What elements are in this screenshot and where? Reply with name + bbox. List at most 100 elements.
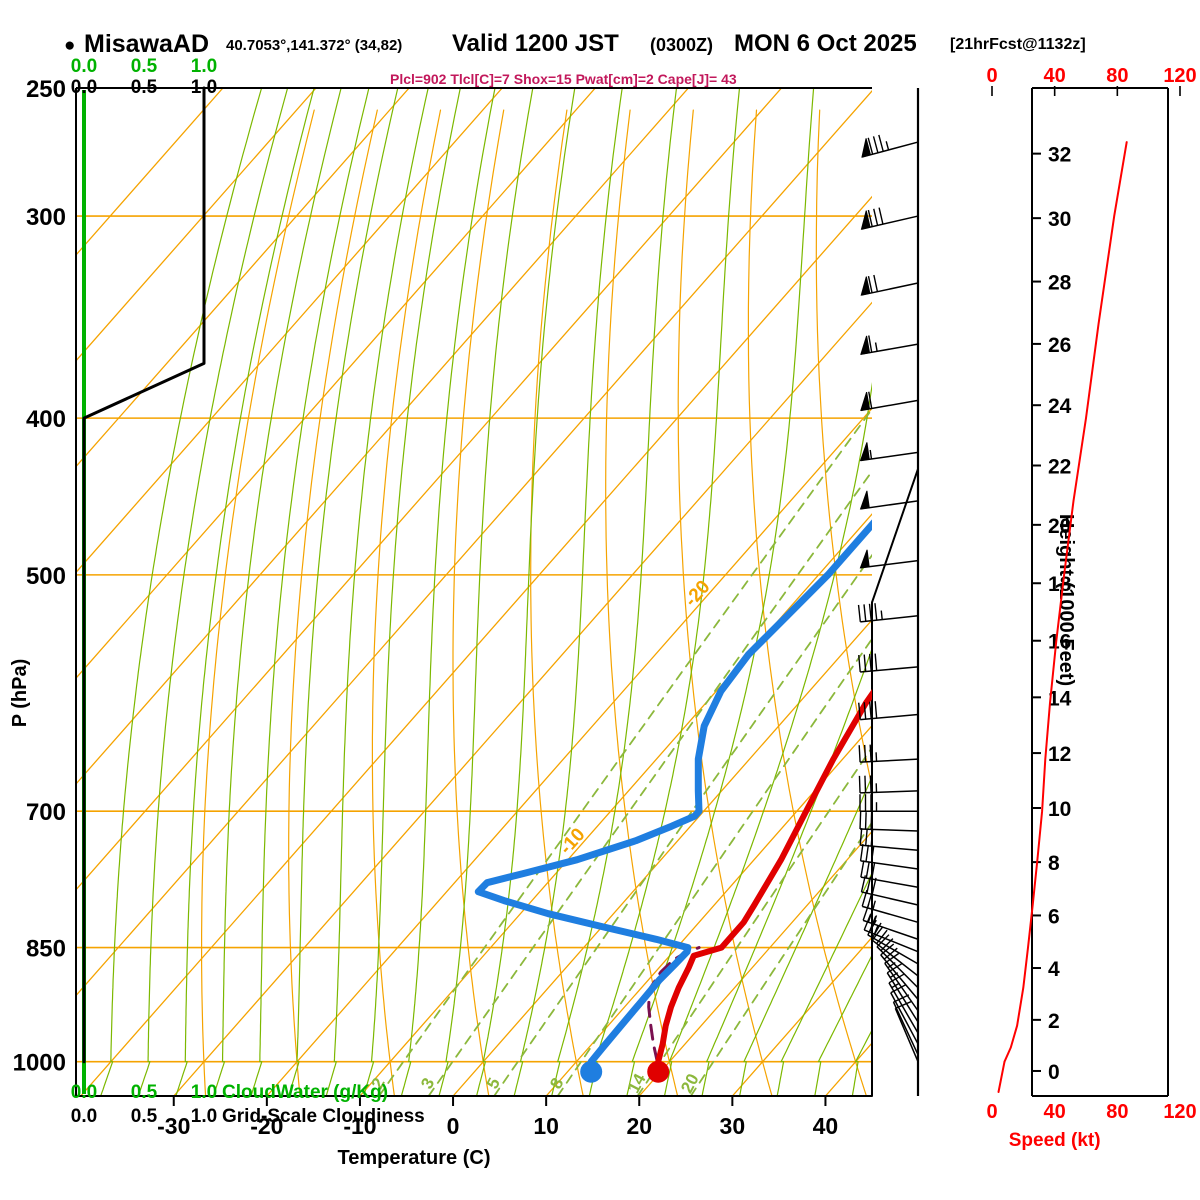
- wind-barb: [860, 335, 919, 355]
- svg-text:3: 3: [417, 1075, 438, 1092]
- height-tick-22: 22: [1048, 456, 1071, 479]
- speed-tick-bottom-80: 80: [1106, 1101, 1128, 1123]
- cloudwater-tick-bottom-1: 0.5: [131, 1082, 158, 1103]
- speed-axis-label: Speed (kt): [1009, 1130, 1101, 1151]
- wind-speed-curve: [1003, 141, 1128, 1063]
- valid-time: Valid 1200 JST: [452, 30, 619, 57]
- speed-tick-bottom-40: 40: [1044, 1101, 1066, 1123]
- stability-indices: Plcl=902 Tlcl[C]=7 Shox=15 Pwat[cm]=2 Ca…: [390, 71, 737, 87]
- pressure-tick-850: 850: [26, 936, 66, 963]
- wind-barb: [859, 811, 919, 832]
- height-tick-32: 32: [1048, 144, 1071, 167]
- speed-tick-top-40: 40: [1044, 65, 1066, 87]
- wind-barb: [892, 994, 919, 1055]
- cloudwater-tick-top-2: 1.0: [191, 56, 217, 77]
- temperature-tick--10: -10: [343, 1113, 376, 1139]
- height-tick-0: 0: [1048, 1061, 1060, 1084]
- wind-barb: [859, 442, 919, 462]
- height-tick-18: 18: [1048, 573, 1072, 596]
- wind-barb: [860, 274, 919, 296]
- svg-text:20: 20: [677, 1071, 703, 1097]
- pressure-tick-400: 400: [26, 406, 66, 433]
- height-tick-20: 20: [1048, 515, 1071, 538]
- surface-dewpoint: [580, 1060, 603, 1083]
- cloudiness-curve: [82, 86, 206, 1064]
- surface-temperature: [647, 1060, 670, 1083]
- temperature-curve: [655, 689, 872, 1065]
- height-axis-label: Height (1000 Feet): [1055, 514, 1077, 686]
- height-tick-26: 26: [1048, 334, 1071, 357]
- wind-barb: [858, 744, 919, 763]
- temperature-tick-20: 20: [626, 1113, 652, 1139]
- wind-barb: [867, 919, 919, 965]
- pressure-axis-label: P (hPa): [9, 659, 31, 728]
- dewpoint-curve: [474, 519, 872, 1066]
- speed-tick-top-120: 120: [1163, 65, 1196, 87]
- speed-tick-top-80: 80: [1106, 65, 1128, 87]
- forecast-label: [21hrFcst@1132z]: [950, 36, 1086, 53]
- height-tick-4: 4: [1048, 958, 1060, 981]
- wind-barb: [859, 490, 919, 510]
- valid-date: MON 6 Oct 2025: [734, 30, 917, 57]
- svg-text:8: 8: [546, 1075, 567, 1092]
- station-name: MisawaAD: [84, 30, 210, 58]
- wind-speed-curve-tail: [997, 1060, 1006, 1093]
- temperature-tick-10: 10: [533, 1113, 559, 1139]
- height-tick-10: 10: [1048, 798, 1071, 821]
- wind-barb: [894, 1001, 919, 1063]
- pressure-tick-700: 700: [26, 799, 66, 826]
- temperature-tick-30: 30: [720, 1113, 746, 1139]
- cloudiness-tick-top-1: 0.5: [131, 77, 158, 98]
- wind-barb: [860, 391, 919, 412]
- pressure-tick-1000: 1000: [13, 1050, 66, 1077]
- speed-tick-top-0: 0: [986, 65, 997, 87]
- cloudiness-tick-bottom-1: 0.5: [131, 1106, 158, 1127]
- height-tick-16: 16: [1048, 631, 1071, 654]
- height-tick-6: 6: [1048, 905, 1060, 928]
- temperature-tick-40: 40: [813, 1113, 839, 1139]
- cloudiness-axis-label: Grid-Scale Cloudiness: [222, 1106, 425, 1127]
- temperature-tick-0: 0: [447, 1113, 460, 1139]
- height-tick-12: 12: [1048, 743, 1071, 766]
- height-tick-24: 24: [1048, 395, 1072, 418]
- cloudiness-tick-top-2: 1.0: [191, 77, 217, 98]
- cloudwater-axis-label: CloudWater (g/Kg): [222, 1082, 388, 1103]
- cloudiness-tick-bottom-0: 0.0: [71, 1106, 97, 1127]
- wind-barb: [859, 549, 919, 569]
- wind-barb: [860, 207, 919, 230]
- cloudiness-tick-top-0: 0.0: [71, 77, 97, 98]
- pressure-tick-300: 300: [26, 204, 66, 231]
- cloudwater-tick-bottom-2: 1.0: [191, 1082, 217, 1103]
- height-tick-14: 14: [1048, 687, 1072, 710]
- wind-barb: [858, 775, 919, 794]
- pressure-tick-500: 500: [26, 563, 66, 590]
- station-marker: ●: [64, 35, 76, 56]
- svg-text:-10: -10: [556, 824, 590, 858]
- temperature-tick--30: -30: [157, 1113, 190, 1139]
- wind-barb: [859, 794, 918, 812]
- wind-barb: [859, 828, 919, 851]
- speed-tick-bottom-120: 120: [1163, 1101, 1196, 1123]
- valid-time-utc: (0300Z): [650, 35, 714, 55]
- height-tick-8: 8: [1048, 852, 1060, 875]
- wind-barb: [858, 653, 919, 673]
- wind-barb: [859, 843, 919, 870]
- height-tick-2: 2: [1048, 1010, 1060, 1033]
- wind-barb: [858, 701, 919, 721]
- svg-text:5: 5: [483, 1075, 504, 1092]
- cloudwater-tick-top-1: 0.5: [131, 56, 158, 77]
- temperature-tick--20: -20: [250, 1113, 283, 1139]
- height-tick-28: 28: [1048, 272, 1072, 295]
- speed-tick-bottom-0: 0: [986, 1101, 997, 1123]
- pressure-tick-250: 250: [26, 76, 66, 103]
- wind-barb: [857, 603, 919, 623]
- wind-barb: [861, 134, 919, 158]
- wind-barb: [871, 926, 919, 977]
- station-coords: 40.7053°,141.372° (34,82): [226, 37, 403, 54]
- cloudiness-tick-bottom-2: 1.0: [191, 1106, 217, 1127]
- cloudwater-tick-bottom-0: 0.0: [71, 1082, 97, 1103]
- cloudwater-tick-top-0: 0.0: [71, 56, 97, 77]
- height-tick-30: 30: [1048, 208, 1071, 231]
